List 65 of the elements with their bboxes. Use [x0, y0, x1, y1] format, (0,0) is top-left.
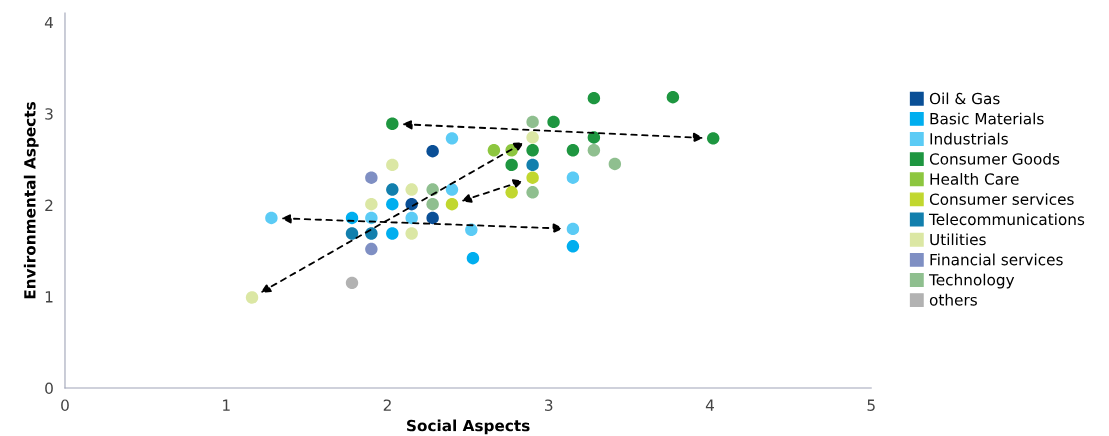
point: [386, 117, 399, 130]
point: [566, 171, 580, 184]
legend-label: Financial services: [930, 253, 1063, 266]
point: [466, 251, 480, 265]
point: [566, 222, 580, 236]
legend-label: Oil & Gas: [929, 92, 1000, 105]
point: [365, 171, 378, 184]
y-tick-label: 4: [44, 16, 54, 29]
point: [505, 186, 518, 199]
point: [445, 198, 459, 211]
legend-label: Consumer Goods: [929, 152, 1060, 165]
point: [526, 131, 539, 144]
y-tick-label: 0: [45, 382, 53, 395]
point: [365, 198, 378, 211]
point: [386, 158, 399, 172]
point: [608, 157, 622, 171]
y-tick-label: 1: [45, 291, 53, 303]
point: [566, 144, 580, 157]
point: [566, 240, 580, 253]
point: [526, 115, 539, 129]
point: [526, 158, 539, 172]
point: [526, 171, 539, 184]
point: [386, 198, 399, 211]
y-tick-label: 3: [45, 108, 53, 120]
x-tick-label: 0: [61, 399, 69, 411]
legend-label: Utilities: [930, 233, 986, 246]
legend-label: Industrials: [930, 132, 1008, 145]
point: [345, 276, 359, 290]
point: [445, 183, 459, 196]
point: [707, 132, 720, 145]
point: [587, 91, 601, 105]
point: [386, 183, 399, 196]
legend-label: others: [929, 293, 977, 306]
point: [526, 186, 539, 199]
legend-label: Health Care: [930, 173, 1019, 185]
point: [345, 227, 359, 240]
point: [526, 144, 539, 157]
point: [386, 227, 399, 240]
y-axis-title: Environmental Aspects: [23, 102, 39, 299]
point: [245, 291, 259, 304]
point: [666, 91, 680, 104]
x-axis-title: Social Aspects: [407, 419, 530, 435]
x-tick-label: 5: [867, 399, 875, 411]
point: [505, 158, 518, 172]
x-tick-label: 3: [545, 399, 553, 411]
point: [487, 144, 501, 157]
point: [405, 227, 418, 240]
legend-label: Consumer services: [929, 193, 1074, 205]
point: [445, 132, 459, 145]
point: [426, 198, 439, 211]
legend-label: Basic Materials: [930, 112, 1044, 125]
point: [365, 242, 378, 256]
point: [426, 144, 439, 158]
point: [587, 144, 601, 157]
x-tick-label: 1: [223, 399, 230, 411]
point: [405, 183, 418, 196]
legend-label: Technology: [928, 273, 1015, 289]
point: [265, 211, 278, 225]
point: [426, 211, 439, 225]
point: [405, 211, 418, 225]
x-tick-label: 2: [383, 399, 391, 411]
y-tick-label: 2: [45, 199, 53, 211]
point: [547, 115, 560, 129]
legend-label: Telecommunications: [928, 213, 1085, 226]
x-tick-label: 4: [705, 399, 714, 411]
